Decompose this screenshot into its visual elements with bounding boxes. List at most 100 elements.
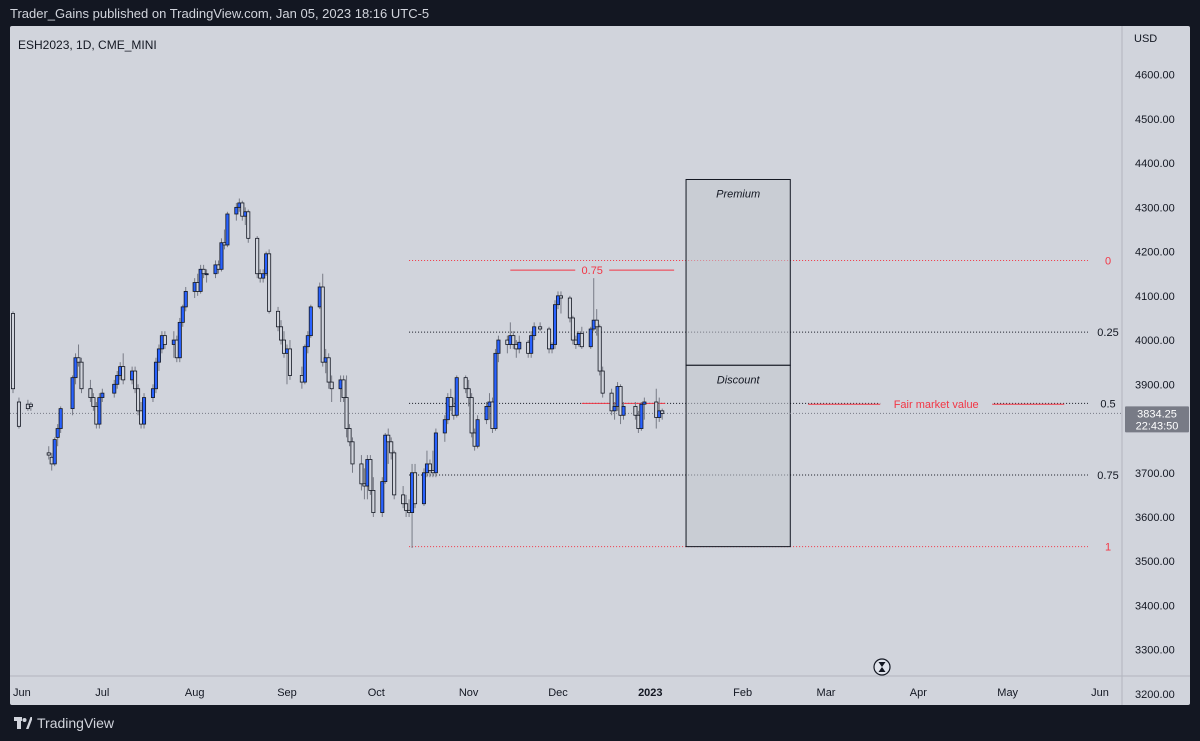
chart-panel[interactable]: 4600.00 4500.00 4400.00 4300.00 4200.00 4100.…: [10, 26, 1190, 705]
candle-body: [287, 348, 292, 376]
y-tick-label: 4400.00: [1135, 158, 1175, 170]
candle-body: [70, 377, 75, 410]
candle-body: [421, 472, 426, 505]
zone-label: Discount: [717, 374, 761, 386]
candle: [279, 320, 284, 345]
symbol-title: ESH2023, 1D, CME_MINI: [18, 38, 157, 52]
last-price-value: 3834.25: [1137, 408, 1177, 420]
candle: [639, 401, 644, 431]
candle: [329, 375, 334, 402]
candle-body: [150, 388, 155, 398]
candle: [463, 375, 468, 394]
candle: [276, 306, 281, 332]
candle: [115, 371, 120, 389]
candle-body: [79, 361, 84, 390]
candle: [529, 331, 534, 358]
candle: [73, 353, 78, 385]
candle: [404, 494, 409, 518]
candle: [219, 238, 224, 272]
candle-body: [350, 441, 355, 465]
candle-body: [371, 490, 376, 513]
candle: [267, 249, 272, 314]
y-tick-label: 4000.00: [1135, 335, 1175, 347]
candle: [308, 304, 313, 338]
candle: [28, 401, 33, 411]
candle-body: [550, 344, 555, 350]
candle-body: [660, 410, 665, 414]
candle: [76, 344, 81, 367]
candle-body: [442, 419, 447, 434]
candle-body: [308, 306, 313, 337]
candle: [326, 353, 331, 389]
candle-body: [413, 472, 418, 505]
candle-body: [558, 295, 563, 299]
candlestick-chart[interactable]: 4600.00 4500.00 4400.00 4300.00 4200.00 4100.…: [10, 26, 1190, 705]
fib-level-label: 0.75: [1097, 470, 1118, 482]
candle-body: [496, 339, 501, 354]
candle: [600, 366, 605, 398]
fib-level-label: 0.5: [1100, 398, 1115, 410]
tradingview-logo-icon: [14, 717, 32, 729]
y-tick-label: 4300.00: [1135, 202, 1175, 214]
candle-body: [115, 375, 120, 385]
candle: [246, 209, 251, 243]
candle-body: [10, 313, 16, 390]
x-tick-label: Oct: [368, 687, 385, 699]
tradingview-brand-text[interactable]: TradingView: [37, 715, 115, 731]
candle: [201, 264, 206, 279]
candle: [427, 459, 432, 478]
candle: [183, 286, 188, 312]
candle: [255, 236, 260, 279]
candle: [380, 477, 385, 518]
x-tick-label: Jun: [13, 687, 31, 699]
candle-body: [112, 383, 117, 394]
candle: [88, 379, 93, 402]
candle: [234, 202, 239, 221]
y-tick-label: 3400.00: [1135, 600, 1175, 612]
candle: [350, 437, 355, 473]
candle: [58, 406, 63, 433]
candle: [550, 342, 555, 354]
candle: [433, 428, 438, 478]
candle-body: [73, 357, 78, 379]
currency-label: USD: [1134, 33, 1158, 45]
candle-body: [511, 335, 516, 345]
candle: [532, 322, 537, 341]
candle: [538, 322, 543, 332]
candle-body: [621, 406, 626, 416]
annotation-label: 0.75: [582, 265, 603, 277]
y-tick-label: 3500.00: [1135, 556, 1175, 568]
candle-body: [532, 326, 537, 337]
candle-body: [383, 434, 388, 483]
candle-body: [359, 463, 364, 485]
candle-body: [276, 310, 281, 328]
candle: [484, 401, 489, 425]
candle-body: [234, 206, 239, 215]
candle-body: [183, 291, 188, 308]
candle: [347, 424, 352, 447]
candle-body: [386, 434, 391, 443]
candle-body: [404, 503, 409, 511]
x-tick-label: Apr: [910, 687, 927, 699]
annotation-label-bg: [880, 398, 993, 410]
x-tick-label: Sep: [277, 687, 297, 699]
fib-level-label: 0: [1105, 255, 1111, 267]
candle-body: [97, 397, 102, 425]
fib-level-label: 1: [1105, 542, 1111, 554]
candle: [112, 379, 117, 398]
candle: [558, 291, 563, 314]
candle: [287, 340, 292, 380]
candle: [555, 291, 560, 310]
candle: [383, 432, 388, 484]
candle: [204, 269, 209, 283]
candle-body: [368, 459, 373, 491]
y-tick-label: 4100.00: [1135, 291, 1175, 303]
candle-body: [133, 370, 138, 390]
candle: [469, 393, 474, 438]
candle-body: [654, 401, 659, 418]
candle-body: [401, 494, 406, 505]
candle: [368, 455, 373, 495]
footer[interactable]: TradingView: [14, 712, 114, 734]
candle: [475, 415, 480, 449]
candle-body: [469, 397, 474, 434]
